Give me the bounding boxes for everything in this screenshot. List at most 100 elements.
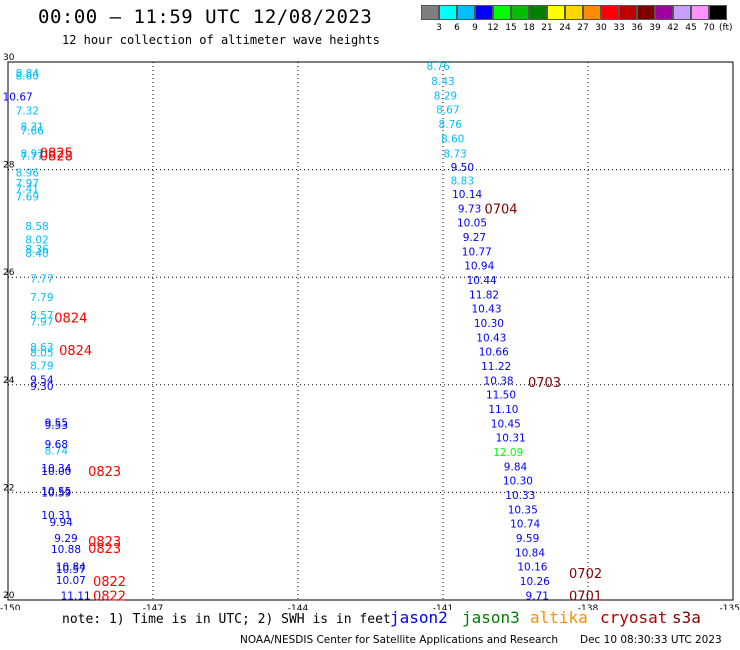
wave-height-label: 8.73 [443,148,466,160]
wave-height-label: 7.79 [30,292,53,304]
generation-timestamp: Dec 10 08:30:33 UTC 2023 [580,634,722,646]
chart-subtitle: 12 hour collection of altimeter wave hei… [62,33,380,47]
pass-time-label: 0823 [88,542,121,557]
wave-height-label: 11.82 [469,289,499,301]
wave-height-label: 10.31 [496,433,526,445]
x-tick-label: -144 [288,604,309,610]
scale-swatch [601,5,619,20]
y-tick-label: 30 [3,53,15,63]
wave-height-label: 10.33 [505,490,535,502]
wave-height-label: 10.43 [471,303,501,315]
y-tick-label: 28 [3,161,15,171]
wave-height-label: 10.26 [520,576,550,588]
scale-swatch [655,5,673,20]
x-tick-label: -147 [143,604,163,610]
scale-label: 9 [472,23,478,33]
scale-swatch [547,5,565,20]
wave-height-label: 10.30 [503,476,533,488]
wave-height-label: 8.97 [20,148,43,160]
wave-height-label: 8.79 [30,360,53,372]
pass-time-label: 0824 [54,312,87,327]
wave-height-label: 10.77 [462,246,492,258]
wave-height-label: 10.30 [474,318,504,330]
wave-height-label: 9.29 [54,533,77,545]
pass-time-label: 0825 [40,146,73,161]
scale-label: 42 [667,23,679,33]
wave-height-label: 8.02 [25,235,48,247]
wave-height-label: 9.84 [504,462,528,474]
plot-frame [7,61,734,601]
wave-height-label: 10.94 [464,260,494,272]
wave-height-label: 8.76 [426,61,450,73]
wave-height-label: 11.11 [61,591,91,603]
wave-height-label: 9.30 [30,381,53,393]
wave-height-label: 11.50 [486,389,516,401]
chart-title: 00:00 – 11:59 UTC 12/08/2023 [38,6,373,28]
wave-height-label: 10.07 [56,575,86,587]
scale-swatch [511,5,529,20]
wave-height-label: 9.27 [463,232,486,244]
wave-height-label: 9.73 [458,203,481,215]
wave-height-label: 10.05 [457,217,487,229]
wave-height-label: 7.97 [30,316,53,328]
scale-swatch [583,5,601,20]
wave-height-label: 8.36 [25,244,49,256]
wave-height-label: 8.40 [25,248,48,260]
scale-swatch [673,5,691,20]
scale-label: 39 [649,23,661,33]
scale-label: 33 [613,23,625,33]
wave-height-label: 10.38 [484,375,514,387]
wave-height-label: 8.63 [30,342,53,354]
scale-label: 12 [487,23,499,33]
scale-swatch [457,5,475,20]
mission-label: jason2 [390,608,448,627]
wave-height-label: 10.66 [479,346,509,358]
wave-height-label: 7.32 [16,105,39,117]
x-tick-label: -135 [720,604,740,610]
footer-note: note: 1) Time is in UTC; 2) SWH is in fe… [62,612,391,627]
wave-height-label: 8.96 [16,167,40,179]
wave-height-label: 9.55 [45,417,68,429]
wave-height-label: 7.66 [20,125,44,137]
wave-height-label: 9.50 [451,162,474,174]
credit-line: NOAA/NESDIS Center for Satellite Applica… [240,634,558,646]
scale-swatch [439,5,457,20]
wave-height-label: 10.84 [56,562,86,574]
scale-label: 15 [505,23,517,33]
wave-height-label: 7.41 [16,183,39,195]
wave-height-label: 12.09 [493,447,523,459]
wave-height-label: 8.74 [45,445,69,457]
wave-height-label: 10.45 [491,419,521,431]
scale-swatch [529,5,547,20]
wave-height-label: 10.44 [467,275,497,287]
wave-height-label: 9.54 [30,374,54,386]
scale-swatch [493,5,511,20]
wave-height-label: 7.77 [20,151,43,163]
wave-height-label: 10.43 [476,332,506,344]
pass-time-label: 0822 [93,590,126,605]
wave-height-label: 8.67 [436,104,459,116]
scale-unit-label: (ft) [719,23,733,33]
pass-time-label: 0704 [484,202,517,217]
scale-label: 3 [436,23,442,33]
scale-label: 6 [454,23,460,33]
scale-label: 27 [577,23,589,33]
pass-time-label: 0823 [88,535,121,550]
wave-height-label: 10.57 [56,564,86,576]
x-tick-label: -141 [433,604,453,610]
pass-time-label: 0701 [569,590,602,605]
wave-height-label: 9.71 [526,591,549,603]
wave-height-label: 10.14 [452,189,482,201]
wave-height-label: 8.84 [16,68,40,80]
scale-label: 36 [631,23,643,33]
wave-height-label: 10.55 [41,486,71,498]
wave-height-label: 8.05 [30,348,53,360]
wave-height-label: 8.43 [431,76,454,88]
wave-height-label: 8.57 [30,310,53,322]
wave-height-label: 10.34 [41,463,71,475]
wave-height-label: 11.10 [488,404,518,416]
wave-height-label: 8.29 [434,90,457,102]
scale-swatch [421,5,439,20]
mission-label: jason3 [462,608,520,627]
wave-height-label: 8.76 [439,119,463,131]
